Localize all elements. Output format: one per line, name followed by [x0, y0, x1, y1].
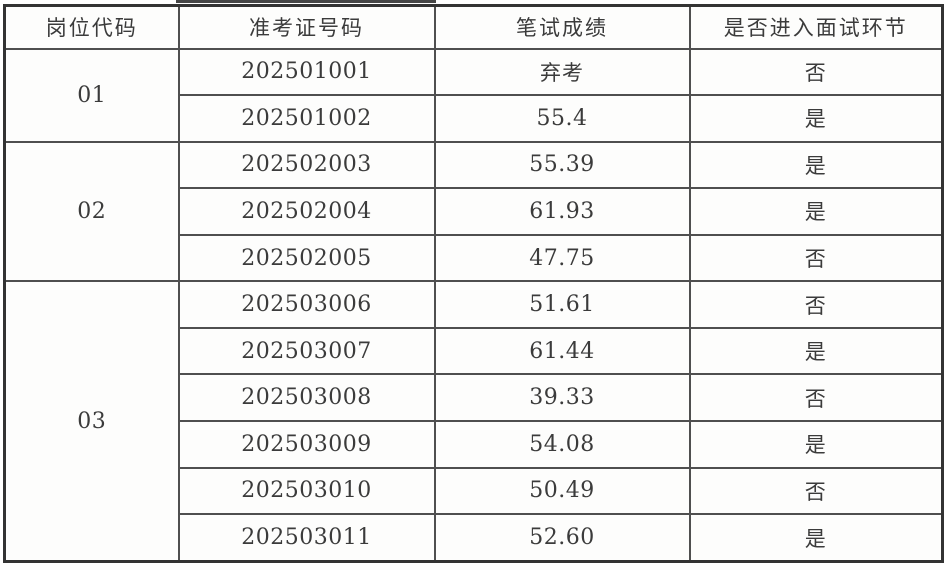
interview-cell: 是 [688, 140, 944, 190]
score-cell: 39.33 [433, 373, 691, 422]
table-row: 202502004 61.93 是 [5, 187, 944, 236]
interview-cell: 是 [688, 326, 944, 376]
score-cell: 54.08 [433, 420, 691, 469]
header-ticket-number: 准考证号码 [177, 4, 436, 50]
table-row: 202503008 39.33 否 [5, 373, 944, 422]
cropped-top-edge-artifact [176, 0, 436, 3]
score-cell: 弃考 [433, 47, 691, 97]
score-cell: 55.4 [433, 94, 691, 143]
interview-cell: 是 [688, 513, 944, 563]
written-exam-score-table: 岗位代码 准考证号码 笔试成绩 是否进入面试环节 01 202501001 弃考… [3, 4, 944, 563]
interview-cell: 否 [688, 280, 944, 329]
table-row: 02 202502003 55.39 是 [3, 140, 944, 283]
header-interview-entry: 是否进入面试环节 [688, 4, 944, 50]
table-row: 202501002 55.4 是 [5, 94, 944, 143]
ticket-cell: 202502003 [177, 140, 436, 190]
score-cell: 61.93 [433, 187, 691, 236]
interview-cell: 是 [688, 420, 944, 469]
ticket-cell: 202501002 [177, 94, 436, 143]
position-code-cell: 02 [3, 140, 180, 283]
ticket-cell: 202503009 [177, 420, 436, 469]
table-row: 202503007 61.44 是 [5, 326, 944, 376]
header-written-score: 笔试成绩 [433, 4, 691, 50]
score-cell: 50.49 [433, 466, 691, 516]
score-cell: 47.75 [433, 233, 691, 283]
interview-cell: 否 [688, 233, 944, 283]
table-row: 202503010 50.49 否 [5, 466, 944, 516]
header-row: 岗位代码 准考证号码 笔试成绩 是否进入面试环节 [3, 4, 944, 50]
ticket-cell: 202501001 [177, 47, 436, 97]
table-row: 01 202501001 弃考 否 [3, 47, 944, 143]
table-row: 202502005 47.75 否 [5, 233, 944, 283]
ticket-cell: 202503006 [177, 280, 436, 329]
score-cell: 51.61 [433, 280, 691, 329]
ticket-cell: 202502005 [177, 233, 436, 283]
table-row: 03 202503006 51.61 否 [3, 280, 944, 563]
table-row: 202503009 54.08 是 [5, 420, 944, 469]
score-cell: 52.60 [433, 513, 691, 563]
position-code-cell: 03 [3, 280, 180, 563]
score-cell: 61.44 [433, 326, 691, 376]
table-row: 202503011 52.60 是 [5, 513, 944, 563]
interview-cell: 是 [688, 187, 944, 236]
interview-cell: 否 [688, 47, 944, 97]
ticket-cell: 202503011 [177, 513, 436, 563]
header-position-code: 岗位代码 [3, 4, 180, 50]
interview-cell: 否 [688, 373, 944, 422]
ticket-cell: 202502004 [177, 187, 436, 236]
score-cell: 55.39 [433, 140, 691, 190]
ticket-cell: 202503007 [177, 326, 436, 376]
interview-cell: 是 [688, 94, 944, 143]
ticket-cell: 202503008 [177, 373, 436, 422]
ticket-cell: 202503010 [177, 466, 436, 516]
position-code-cell: 01 [3, 47, 180, 143]
interview-cell: 否 [688, 466, 944, 516]
